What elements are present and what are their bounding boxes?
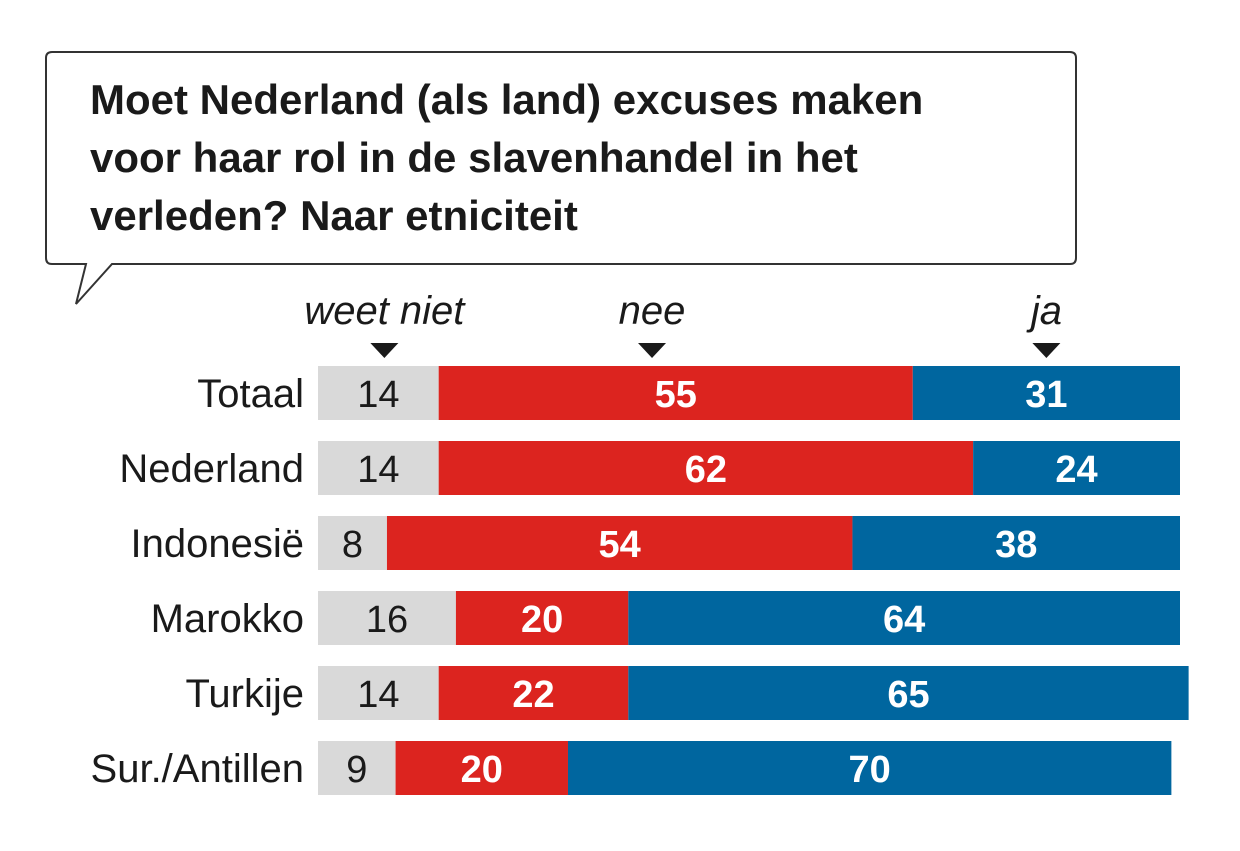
bar-segment-ja [567,741,1172,795]
bar-segment-nee [438,666,629,720]
category-label: Marokko [151,597,304,641]
category-label: Turkije [185,672,304,716]
legend-label: ja [1026,289,1062,333]
data-label-nee: 20 [461,749,503,791]
data-label-ja: 70 [849,749,891,791]
bar-segment-ja [628,666,1189,720]
legend-pointer-icon [1032,343,1061,358]
bar-segment-ja [628,591,1180,645]
data-label-ja: 38 [995,524,1037,566]
data-label-ja: 24 [1055,449,1097,491]
legend-item-ja: ja [1026,289,1062,358]
bar-segment-weet-niet [318,516,387,570]
legend-pointer-icon [370,343,399,358]
bar-row-nederland: Nederland 14 62 24 [119,441,1180,495]
chart-title: Moet Nederland (als land) excuses maken … [90,76,935,239]
bar-segment-nee [395,741,568,795]
title-bubble [45,51,1077,305]
legend-label: weet niet [304,289,466,333]
bar-segment-nee [455,591,629,645]
bar-segment-ja [973,441,1180,495]
bar-segment-nee [438,441,974,495]
legend: weet niet nee ja [304,289,1062,358]
data-label-ja: 65 [887,674,929,716]
legend-pointer-icon [638,343,667,358]
category-label: Totaal [197,372,304,416]
title-line-3: verleden? Naar etniciteit [90,192,578,239]
data-label-weet-niet: 9 [346,749,367,791]
data-label-ja: 31 [1025,374,1067,416]
bar-row-indonesie: Indonesië 8 54 38 [131,516,1180,570]
data-label-weet-niet: 14 [357,449,399,491]
legend-label: nee [619,289,686,333]
bars: Totaal 14 55 31 Nederland 14 62 24 Indonesië 8 54 3… [91,366,1189,795]
category-label: Indonesië [131,522,304,566]
bar-row-marokko: Marokko 16 20 64 [151,591,1180,645]
data-label-weet-niet: 8 [342,524,363,566]
bar-segment-weet-niet [318,741,396,795]
data-label-nee: 22 [512,674,554,716]
bar-segment-ja [912,366,1180,420]
category-label: Sur./Antillen [91,747,304,791]
bar-segment-nee [438,366,913,420]
data-label-nee: 54 [599,524,641,566]
bar-segment-weet-niet [318,591,456,645]
data-label-weet-niet: 16 [366,599,408,641]
data-label-weet-niet: 14 [357,374,399,416]
legend-item-nee: nee [619,289,686,358]
data-label-nee: 62 [685,449,727,491]
data-label-ja: 64 [883,599,925,641]
data-label-nee: 55 [655,374,697,416]
bar-segment-weet-niet [318,666,439,720]
bar-row-totaal: Totaal 14 55 31 [197,366,1180,420]
data-label-nee: 20 [521,599,563,641]
bar-row-turkije: Turkije 14 22 65 [185,666,1189,720]
data-label-weet-niet: 14 [357,674,399,716]
bar-segment-ja [852,516,1180,570]
legend-item-weet-niet: weet niet [304,289,466,358]
bar-segment-weet-niet [318,441,439,495]
bar-segment-weet-niet [318,366,439,420]
category-label: Nederland [119,447,304,491]
title-line-1: Moet Nederland (als land) excuses maken [90,76,923,123]
bar-row-sur-antillen: Sur./Antillen 9 20 70 [91,741,1172,795]
bar-segment-nee [386,516,853,570]
title-line-2: voor haar rol in de slavenhandel in het [90,134,858,181]
